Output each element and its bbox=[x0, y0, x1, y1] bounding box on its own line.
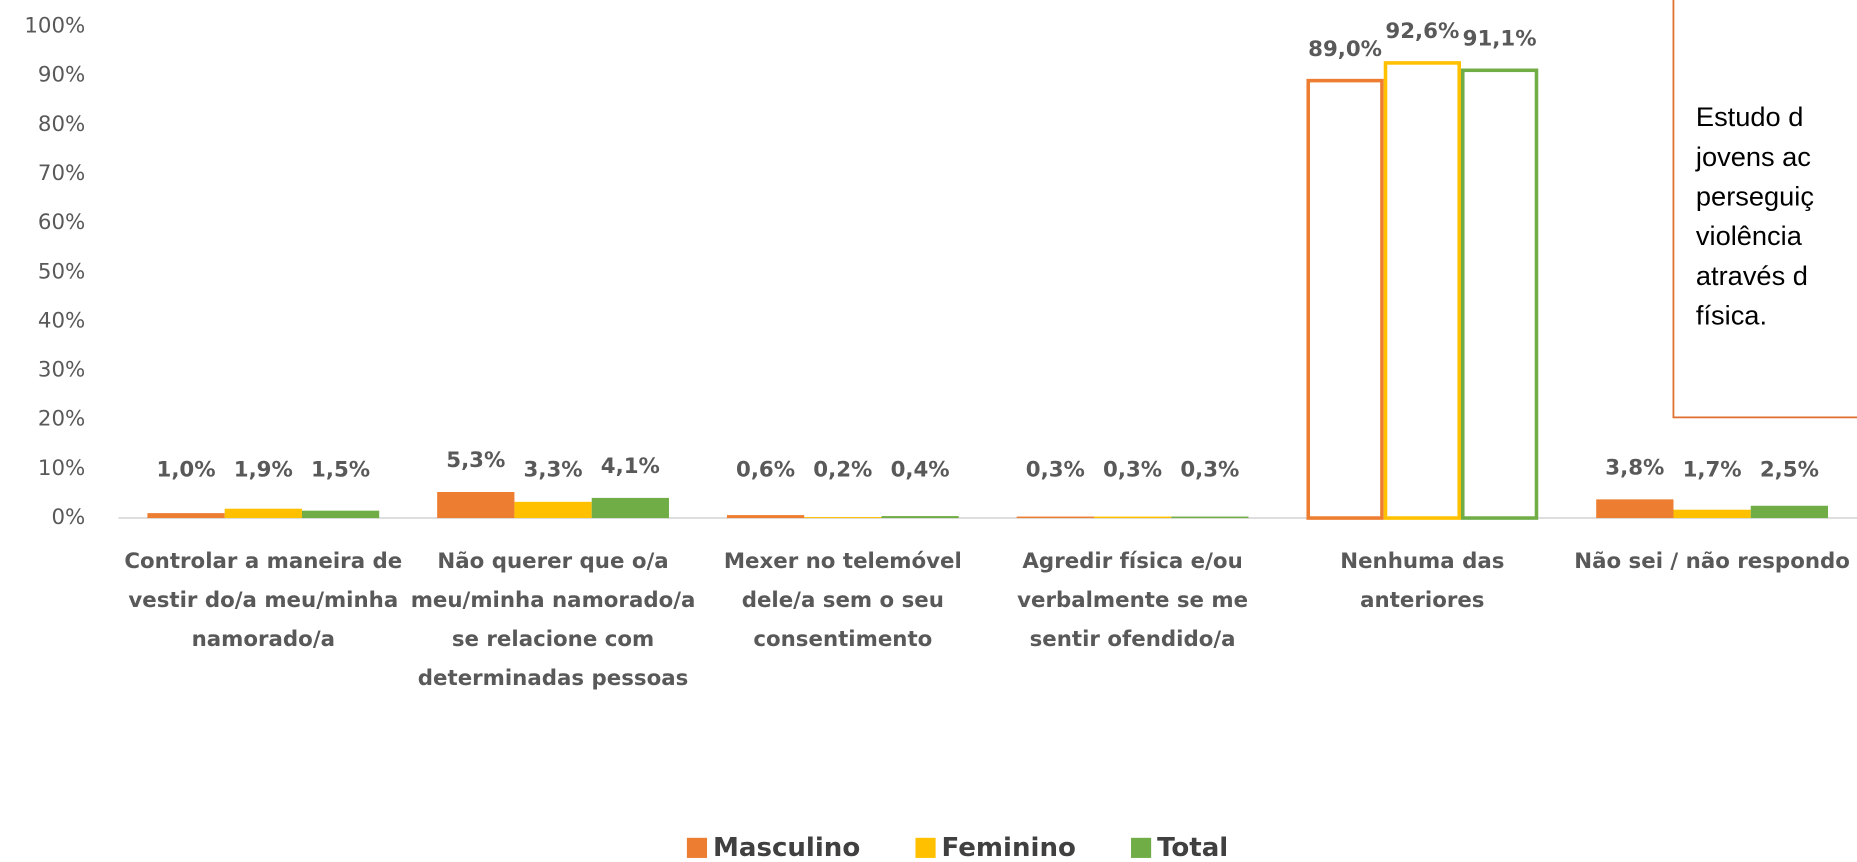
legend-label: Total bbox=[1157, 833, 1228, 862]
value-label: 5,3% bbox=[446, 448, 505, 473]
bar bbox=[1596, 499, 1674, 519]
annotation-box bbox=[1672, 0, 1857, 419]
y-tick-label: 10% bbox=[38, 456, 85, 481]
y-tick-label: 70% bbox=[38, 161, 85, 186]
annotation-text: através d bbox=[1696, 260, 1808, 291]
bar bbox=[1093, 516, 1172, 519]
legend-swatch bbox=[915, 837, 936, 858]
value-label: 0,4% bbox=[891, 458, 950, 483]
x-tick-label-box: Nenhuma das anteriores bbox=[1340, 548, 1505, 613]
bar bbox=[726, 515, 805, 519]
annotation-text: Estudo d bbox=[1696, 101, 1803, 132]
bar bbox=[147, 513, 225, 519]
x-tick-label: Não querer que o/a meu/minha namorado/a … bbox=[410, 548, 696, 691]
y-tick-label: 50% bbox=[38, 259, 85, 284]
x-tick-label: Mexer no telemóvel dele/a sem o seu cons… bbox=[723, 548, 962, 652]
x-tick-label-box: Mexer no telemóvel dele/a sem o seu cons… bbox=[723, 548, 962, 652]
x-tick-label: Não sei / não respondo bbox=[1574, 548, 1850, 574]
x-tick-label-box: Não sei / não respondo bbox=[1574, 548, 1850, 574]
y-tick-label: 80% bbox=[38, 112, 85, 137]
x-tick-label-box: Controlar a maneira de vestir do/a meu/m… bbox=[124, 548, 403, 652]
bar bbox=[514, 501, 592, 519]
y-tick-label: 0% bbox=[51, 505, 85, 530]
annotation-text: física. bbox=[1696, 299, 1767, 330]
bar bbox=[881, 516, 959, 519]
value-label: 1,9% bbox=[234, 458, 293, 483]
annotation-text: violência bbox=[1696, 220, 1803, 251]
bar bbox=[1750, 505, 1829, 519]
value-label: 3,3% bbox=[524, 458, 583, 483]
bar bbox=[301, 510, 380, 519]
value-label: 1,0% bbox=[157, 458, 216, 483]
bar bbox=[804, 517, 882, 519]
bar bbox=[224, 508, 302, 519]
legend-swatch bbox=[686, 837, 708, 858]
x-tick-label-box: Não querer que o/a meu/minha namorado/a … bbox=[410, 548, 696, 691]
value-label: 0,6% bbox=[736, 458, 795, 483]
bar bbox=[1016, 516, 1094, 519]
x-tick-label: Agredir física e/ou verbalmente se me se… bbox=[1017, 548, 1249, 652]
annotation-text: perseguiç bbox=[1696, 180, 1814, 211]
bar bbox=[1383, 61, 1461, 520]
y-tick-label: 30% bbox=[38, 358, 85, 383]
value-label: 92,6% bbox=[1385, 19, 1459, 44]
value-label: 1,7% bbox=[1683, 458, 1742, 483]
y-tick-label: 100% bbox=[24, 14, 85, 39]
bar bbox=[1673, 509, 1751, 519]
bar bbox=[437, 491, 515, 519]
value-label: 1,5% bbox=[311, 458, 370, 483]
legend-label: Masculino bbox=[713, 833, 860, 862]
value-label: 4,1% bbox=[601, 454, 660, 479]
value-label: 3,8% bbox=[1605, 456, 1664, 481]
y-tick-label: 40% bbox=[38, 308, 85, 333]
value-label: 0,3% bbox=[1026, 458, 1085, 483]
x-tick-label: Nenhuma das anteriores bbox=[1340, 548, 1505, 613]
value-label: 0,2% bbox=[813, 458, 872, 483]
bar bbox=[591, 497, 669, 519]
legend-label: Feminino bbox=[942, 833, 1076, 862]
value-label: 91,1% bbox=[1463, 27, 1537, 52]
value-label: 0,3% bbox=[1180, 458, 1239, 483]
value-label: 89,0% bbox=[1308, 37, 1382, 62]
annotation-text: jovens ac bbox=[1695, 141, 1811, 172]
y-tick-label: 60% bbox=[38, 210, 85, 235]
x-tick-label: Controlar a maneira de vestir do/a meu/m… bbox=[124, 548, 403, 652]
bar bbox=[1171, 516, 1249, 519]
x-tick-label-box: Agredir física e/ou verbalmente se me se… bbox=[1017, 548, 1249, 652]
value-label: 2,5% bbox=[1760, 458, 1819, 483]
value-label: 0,3% bbox=[1103, 458, 1162, 483]
bar bbox=[1460, 68, 1539, 520]
bar bbox=[1306, 78, 1384, 520]
legend-swatch bbox=[1131, 837, 1152, 858]
y-tick-label: 90% bbox=[38, 63, 85, 88]
y-tick-label: 20% bbox=[38, 407, 85, 432]
